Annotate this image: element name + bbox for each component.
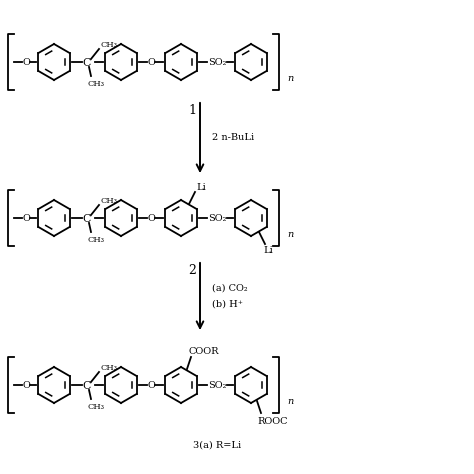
Text: C: C <box>83 214 91 224</box>
Text: 2: 2 <box>188 264 196 277</box>
Text: O: O <box>147 213 155 222</box>
Text: O: O <box>22 381 30 390</box>
Text: Li: Li <box>196 183 206 192</box>
Text: SO₂: SO₂ <box>208 381 226 390</box>
Text: 3(a) R=Li: 3(a) R=Li <box>193 441 241 450</box>
Text: CH₃: CH₃ <box>88 236 105 244</box>
Text: 2 n-BuLi: 2 n-BuLi <box>212 134 254 143</box>
Text: CH₃: CH₃ <box>88 80 105 88</box>
Text: n: n <box>287 396 293 405</box>
Text: n: n <box>287 73 293 82</box>
Text: C: C <box>83 381 91 391</box>
Text: CH₃: CH₃ <box>101 197 118 205</box>
Text: Li: Li <box>263 246 273 255</box>
Text: C: C <box>83 58 91 68</box>
Text: CH₃: CH₃ <box>101 364 118 372</box>
Text: O: O <box>147 57 155 66</box>
Text: O: O <box>22 57 30 66</box>
Text: SO₂: SO₂ <box>208 57 226 66</box>
Text: 1: 1 <box>188 104 196 117</box>
Text: (b) H⁺: (b) H⁺ <box>212 300 243 309</box>
Text: O: O <box>22 213 30 222</box>
Text: SO₂: SO₂ <box>208 213 226 222</box>
Text: ROOC: ROOC <box>257 417 288 426</box>
Text: CH₃: CH₃ <box>101 41 118 49</box>
Text: (a) CO₂: (a) CO₂ <box>212 283 247 292</box>
Text: n: n <box>287 229 293 238</box>
Text: O: O <box>147 381 155 390</box>
Text: CH₃: CH₃ <box>88 403 105 411</box>
Text: COOR: COOR <box>189 346 219 356</box>
